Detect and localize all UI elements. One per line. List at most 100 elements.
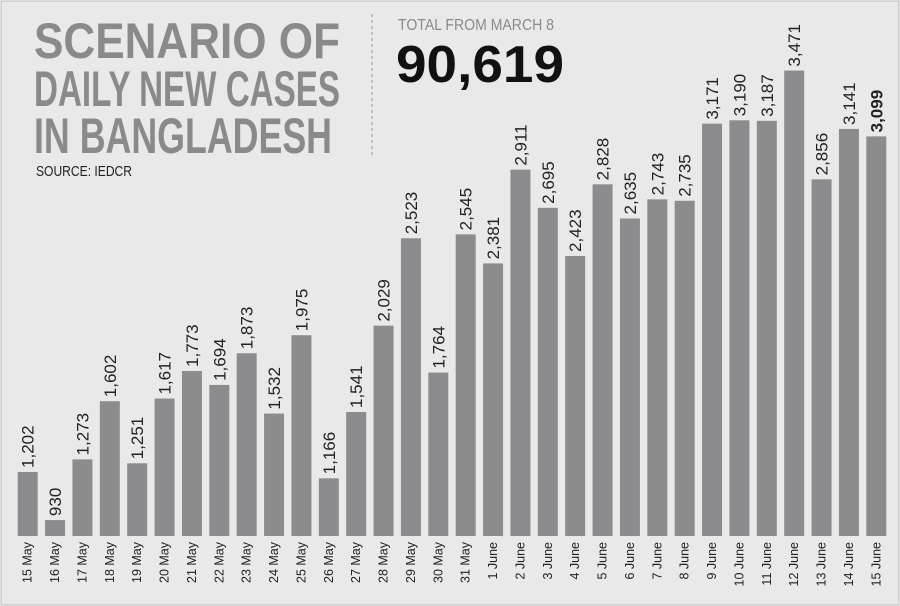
x-tick-label: 27 May [349, 541, 363, 583]
x-tick-label: 28 May [377, 541, 391, 583]
value-label: 2,828 [594, 138, 613, 181]
bar [400, 238, 421, 536]
x-tick-label: 14 June [842, 542, 856, 587]
x-tick-label: 11 June [760, 542, 774, 586]
value-label: 1,975 [292, 289, 311, 332]
x-tick-label: 17 May [75, 541, 89, 583]
x-tick-label: 2 June [513, 542, 527, 580]
bar [236, 353, 257, 536]
value-label: 1,166 [320, 432, 339, 475]
x-tick-label: 16 May [48, 541, 62, 583]
bar [209, 384, 230, 536]
x-tick-label: 9 June [705, 542, 719, 580]
x-tick-label: 1 June [486, 542, 500, 580]
value-label: 3,099 [867, 90, 886, 133]
x-tick-label: 19 May [130, 541, 144, 583]
value-label: 2,635 [621, 172, 640, 215]
bar [647, 199, 668, 536]
bar [565, 255, 586, 537]
x-tick-label: 10 June [732, 542, 746, 587]
x-tick-label: 18 May [103, 541, 117, 583]
value-label: 1,773 [183, 324, 202, 367]
x-tick-label: 20 May [158, 541, 172, 583]
x-tick-label: 24 May [267, 541, 281, 583]
bar [811, 179, 832, 536]
bar [346, 411, 367, 536]
bar [127, 463, 148, 536]
value-label: 3,141 [840, 82, 859, 125]
total-label: TOTAL FROM MARCH 8 [398, 17, 554, 34]
value-label: 2,695 [539, 161, 558, 204]
value-label: 1,273 [73, 413, 92, 456]
value-label: 2,911 [511, 124, 530, 165]
x-tick-label: 12 June [787, 542, 801, 587]
value-label: 2,381 [484, 217, 503, 260]
x-tick-label: 4 June [568, 542, 582, 580]
bar [45, 520, 66, 536]
value-label: 2,423 [566, 209, 585, 252]
x-tick-label: 22 May [212, 541, 226, 583]
value-label: 1,694 [210, 338, 229, 381]
x-tick-label: 26 May [322, 541, 336, 583]
x-tick-label: 13 June [815, 542, 829, 587]
bar [784, 70, 805, 536]
bar [592, 184, 613, 536]
bar [181, 370, 202, 536]
bar [99, 401, 120, 536]
bar [619, 218, 640, 537]
x-tick-label: 15 May [21, 541, 35, 583]
value-label: 3,187 [758, 74, 777, 117]
x-tick-label: 8 June [678, 542, 692, 580]
x-tick-label: 7 June [650, 542, 664, 580]
value-label: 2,735 [676, 154, 695, 197]
bar [756, 120, 777, 537]
value-label: 1,602 [101, 355, 120, 398]
bar [72, 459, 93, 536]
bar [866, 136, 887, 536]
x-tick-label: 30 May [431, 541, 445, 583]
bar [373, 325, 394, 536]
value-label: 1,873 [238, 307, 257, 350]
bar [455, 234, 476, 536]
bar [154, 398, 175, 536]
bar [674, 200, 695, 537]
value-label: 1,251 [128, 417, 147, 460]
x-tick-label: 29 May [404, 541, 418, 583]
title-line: SCENARIO OF [34, 13, 340, 69]
value-label: 1,617 [156, 352, 175, 395]
x-tick-label: 6 June [623, 542, 637, 580]
title-line: DAILY NEW CASES [34, 61, 340, 117]
x-tick-label: 21 May [185, 541, 199, 583]
x-tick-label: 31 May [459, 541, 473, 583]
title-line: IN BANGLADESH [34, 108, 332, 164]
bar [483, 263, 504, 536]
bar [510, 169, 531, 536]
bar [428, 372, 449, 536]
bar [17, 471, 38, 536]
value-label: 3,171 [703, 77, 722, 120]
value-label: 1,532 [265, 367, 284, 410]
bar [264, 413, 285, 536]
value-label: 2,856 [813, 133, 832, 176]
value-label: 2,743 [648, 153, 667, 196]
bar [838, 128, 859, 536]
value-label: 3,190 [730, 74, 749, 117]
value-label: 1,541 [347, 365, 366, 408]
value-label: 1,202 [19, 425, 38, 468]
x-tick-label: 23 May [240, 541, 254, 583]
bar [318, 478, 339, 536]
value-label: 930 [46, 488, 65, 516]
bar [537, 207, 558, 536]
source: SOURCE: IEDCR [36, 163, 132, 180]
bar [702, 123, 723, 536]
bar [291, 335, 312, 536]
x-tick-label: 15 June [869, 542, 883, 587]
bar [729, 120, 750, 536]
value-label: 2,029 [375, 279, 394, 322]
value-label: 2,545 [457, 188, 476, 231]
x-tick-label: 5 June [596, 542, 610, 580]
value-label: 2,523 [402, 192, 421, 235]
value-label: 1,764 [429, 326, 448, 369]
x-tick-label: 3 June [541, 542, 555, 580]
